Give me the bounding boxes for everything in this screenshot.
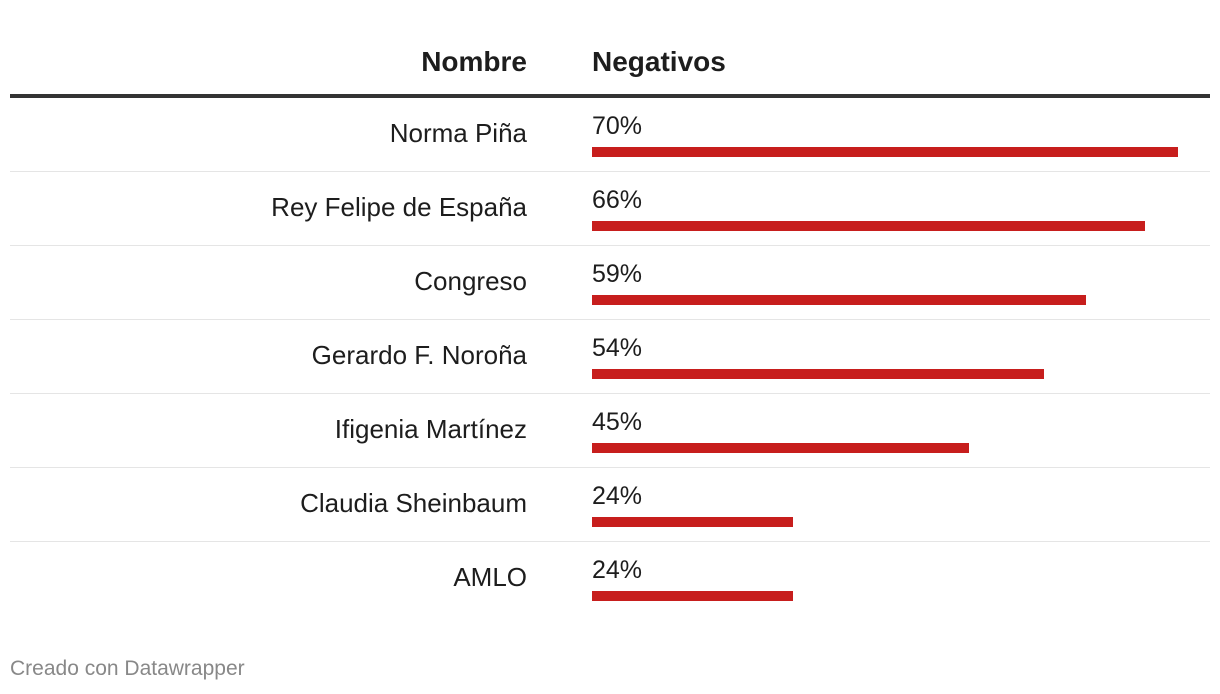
column-header-negativos: Negativos [592,46,726,77]
row-value-label: 54% [592,334,643,362]
row-bar [592,369,1044,379]
row-bar [592,591,793,601]
table-row: Claudia Sheinbaum 24% [10,468,1210,542]
data-table: Nombre Negativos Norma Piña 70% Rey Felipe… [10,28,1210,616]
table-row: Norma Piña 70% [10,98,1210,172]
table-row: Ifigenia Martínez 45% [10,394,1210,468]
footer-credit: Creado con Datawrapper [10,657,245,680]
table-body: Norma Piña 70% Rey Felipe de España 66% Cong… [10,98,1210,616]
row-name: Rey Felipe de España [271,192,527,222]
row-value-label: 45% [592,408,643,436]
row-value-label: 70% [592,112,643,140]
row-value-label: 66% [592,186,643,214]
row-bar [592,295,1086,305]
row-name: Congreso [414,266,527,296]
row-name: AMLO [453,562,527,592]
table-row: Gerardo F. Noroña 54% [10,320,1210,394]
table-row: AMLO 24% [10,542,1210,616]
row-bar [592,443,969,453]
row-value-label: 24% [592,556,643,584]
table-row: Congreso 59% [10,246,1210,320]
row-name: Claudia Sheinbaum [300,488,527,518]
row-bar [592,147,1178,157]
row-value-label: 59% [592,260,643,288]
column-header-name: Nombre [421,46,527,77]
row-name: Gerardo F. Noroña [311,340,527,370]
row-name: Norma Piña [389,118,527,148]
table-header: Nombre Negativos [10,28,1210,98]
table-row: Rey Felipe de España 66% [10,172,1210,246]
row-name: Ifigenia Martínez [334,414,527,444]
row-value-label: 24% [592,482,643,510]
row-bar [592,517,793,527]
row-bar [592,221,1145,231]
